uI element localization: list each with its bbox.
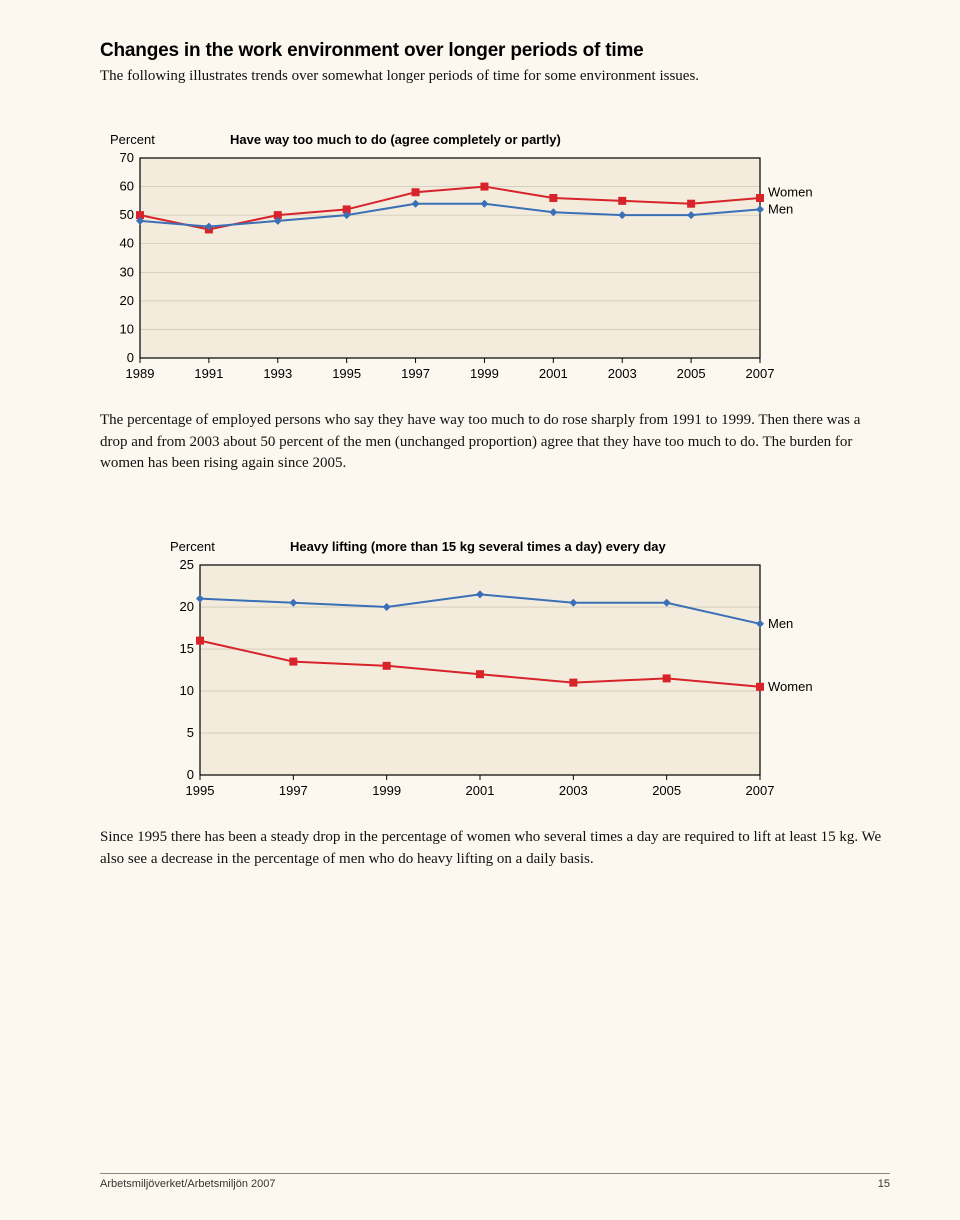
page-number: 15 (878, 1178, 890, 1190)
svg-text:Men: Men (768, 201, 793, 216)
svg-text:5: 5 (187, 725, 194, 740)
svg-text:2003: 2003 (608, 366, 637, 381)
svg-text:2001: 2001 (466, 783, 495, 798)
section-heading: Changes in the work environment over lon… (100, 40, 890, 62)
svg-text:20: 20 (120, 293, 134, 308)
svg-text:30: 30 (120, 264, 134, 279)
chart-too-much-to-do: Percent Have way too much to do (agree co… (100, 128, 890, 386)
svg-text:1995: 1995 (186, 783, 215, 798)
svg-text:10: 10 (180, 683, 194, 698)
svg-text:25: 25 (180, 557, 194, 572)
svg-text:70: 70 (120, 150, 134, 165)
svg-text:1999: 1999 (470, 366, 499, 381)
paragraph-1: The percentage of employed persons who s… (100, 410, 890, 475)
svg-text:1991: 1991 (194, 366, 223, 381)
svg-text:60: 60 (120, 178, 134, 193)
svg-text:Men: Men (768, 616, 793, 631)
svg-text:2007: 2007 (746, 783, 775, 798)
svg-text:0: 0 (187, 767, 194, 782)
paragraph-2: Since 1995 there has been a steady drop … (100, 827, 890, 871)
svg-text:1997: 1997 (401, 366, 430, 381)
chart-heavy-lifting: Percent Heavy lifting (more than 15 kg se… (160, 535, 890, 803)
svg-text:1995: 1995 (332, 366, 361, 381)
svg-text:Percent: Percent (170, 539, 215, 554)
svg-text:Heavy lifting (more than 15 kg: Heavy lifting (more than 15 kg several t… (290, 539, 666, 554)
svg-text:15: 15 (180, 641, 194, 656)
svg-text:20: 20 (180, 599, 194, 614)
section-subtitle: The following illustrates trends over so… (100, 66, 890, 88)
svg-text:1999: 1999 (372, 783, 401, 798)
svg-text:10: 10 (120, 321, 134, 336)
svg-text:40: 40 (120, 235, 134, 250)
svg-text:Have way too much to do (agree: Have way too much to do (agree completel… (230, 132, 561, 147)
svg-text:1993: 1993 (263, 366, 292, 381)
svg-text:1997: 1997 (279, 783, 308, 798)
svg-text:Percent: Percent (110, 132, 155, 147)
svg-text:2001: 2001 (539, 366, 568, 381)
svg-text:1989: 1989 (126, 366, 155, 381)
svg-text:2005: 2005 (652, 783, 681, 798)
svg-text:2007: 2007 (746, 366, 775, 381)
svg-text:Women: Women (768, 679, 813, 694)
svg-text:2005: 2005 (677, 366, 706, 381)
footer-source: Arbetsmiljöverket/Arbetsmiljön 2007 (100, 1178, 275, 1190)
svg-text:50: 50 (120, 207, 134, 222)
page-footer: Arbetsmiljöverket/Arbetsmiljön 2007 15 (100, 1173, 890, 1190)
svg-text:2003: 2003 (559, 783, 588, 798)
svg-text:Women: Women (768, 184, 813, 199)
svg-text:0: 0 (127, 350, 134, 365)
